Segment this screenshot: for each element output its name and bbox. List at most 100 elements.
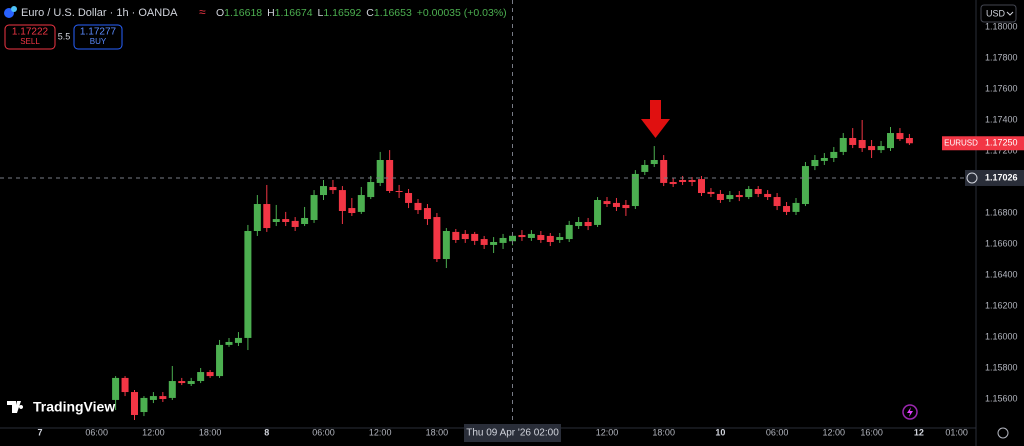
buy-label: BUY xyxy=(90,37,107,46)
candle-body xyxy=(783,206,791,212)
sell-button[interactable]: 1.17222 SELL xyxy=(4,24,56,50)
symbol-title: Euro / U.S. Dollar · 1h · OANDA xyxy=(21,7,178,19)
buy-button[interactable]: 1.17277 BUY xyxy=(73,24,123,50)
candle-body xyxy=(849,137,857,145)
candle-body xyxy=(603,201,611,205)
candle-body xyxy=(679,179,687,183)
ohlc-value: 1.16653 xyxy=(374,7,412,19)
y-tick-label: 1.18000 xyxy=(985,21,1018,31)
arrow-annotation xyxy=(641,100,670,138)
ohlc-key: L xyxy=(318,7,324,19)
dropdown-caret xyxy=(1006,11,1014,16)
sell-box xyxy=(4,24,56,50)
y-tick-label: 1.16400 xyxy=(985,269,1018,279)
arrow-shaft xyxy=(650,100,661,120)
candle-body xyxy=(490,241,498,245)
last-price-symbol-box xyxy=(942,136,980,151)
brand-name: TradingView xyxy=(33,399,115,415)
ohlc-value: 1.16674 xyxy=(275,7,313,19)
candle-body xyxy=(187,381,195,384)
crosshair-time-box xyxy=(464,424,561,442)
candle-body xyxy=(112,377,120,400)
candle-body xyxy=(253,204,261,231)
x-tick-label: 18:00 xyxy=(652,427,675,437)
candle-body xyxy=(357,195,365,212)
candle-body xyxy=(234,337,242,343)
y-tick-label: 1.16800 xyxy=(985,207,1018,217)
candle-body xyxy=(291,220,299,227)
x-tick-label: 18:00 xyxy=(199,427,222,437)
candle-body xyxy=(631,173,639,207)
candle-body xyxy=(423,208,431,220)
candle-body xyxy=(622,204,630,209)
candle-body xyxy=(641,164,649,172)
candle-body xyxy=(376,160,384,183)
x-tick-label: 12:00 xyxy=(142,427,165,437)
x-tick-label: 12 xyxy=(914,427,924,437)
candle-body xyxy=(301,217,309,225)
candle-body xyxy=(272,219,280,223)
lightning-icon[interactable] xyxy=(902,404,918,420)
y-tick-label: 1.17800 xyxy=(985,52,1018,62)
x-tick-label: 18:00 xyxy=(426,427,449,437)
candle-body xyxy=(121,377,129,393)
candle-body xyxy=(839,137,847,152)
candle-body xyxy=(830,151,838,158)
candle-body xyxy=(178,381,186,384)
candle-body xyxy=(442,230,450,260)
ohlc-legend: O1.16618 H1.16674 L1.16592 C1.16653 +0.0… xyxy=(216,7,507,19)
candle-body xyxy=(329,186,337,191)
crosshair-price-box xyxy=(965,169,1024,186)
y-tick-label: 1.15600 xyxy=(985,393,1018,403)
y-tick-label: 1.16600 xyxy=(985,238,1018,248)
candle-body xyxy=(877,146,885,151)
plot-area xyxy=(112,120,913,420)
candle-body xyxy=(367,182,375,198)
candle-body xyxy=(405,193,413,203)
candle-body xyxy=(726,195,734,200)
candle-body xyxy=(480,239,488,245)
candle-body xyxy=(140,397,148,413)
candle-body xyxy=(584,222,592,227)
wave-icon: ≈ xyxy=(199,5,206,19)
candle-body xyxy=(263,204,271,229)
candle-body xyxy=(149,396,157,400)
candle-body xyxy=(527,233,535,238)
y-tick-label: 1.17200 xyxy=(985,145,1018,155)
buy-box xyxy=(73,24,123,50)
candle-body xyxy=(764,193,772,198)
currency-selector[interactable]: USD xyxy=(980,4,1017,23)
x-tick-label: 06:00 xyxy=(312,427,335,437)
candle-body xyxy=(745,188,753,198)
y-tick-label: 1.17600 xyxy=(985,83,1018,93)
crosshair-time-label: Thu 09 Apr '26 02:00 xyxy=(464,424,561,442)
candle-body xyxy=(433,217,441,260)
candle-body xyxy=(905,137,913,144)
candle-body xyxy=(773,197,781,207)
candle-body xyxy=(707,191,715,194)
settings-icon[interactable] xyxy=(997,427,1009,439)
candle-body xyxy=(688,179,696,183)
ohlc-key: H xyxy=(267,7,275,19)
y-tick-label: 1.17400 xyxy=(985,114,1018,124)
candle-body xyxy=(244,230,252,338)
x-tick-label: 7 xyxy=(37,427,42,437)
x-tick-label: 10 xyxy=(715,427,725,437)
candle-body xyxy=(395,191,403,193)
ohlc-value: 1.16618 xyxy=(224,7,262,19)
y-tick-label: 1.16200 xyxy=(985,300,1018,310)
candle-body xyxy=(282,219,290,223)
crosshair-plus-icon xyxy=(966,172,978,184)
y-tick-label: 1.16000 xyxy=(985,331,1018,341)
candle-body xyxy=(518,235,526,238)
candle-body xyxy=(716,193,724,200)
sell-price: 1.17222 xyxy=(12,27,49,38)
candle-body xyxy=(575,222,583,227)
currency-box xyxy=(980,4,1017,23)
candle-body xyxy=(509,235,516,242)
candle-body xyxy=(650,160,658,165)
candle-body xyxy=(896,133,904,140)
candle-body xyxy=(868,146,876,151)
candle-body xyxy=(168,381,176,398)
x-tick-label: 12:00 xyxy=(596,427,619,437)
